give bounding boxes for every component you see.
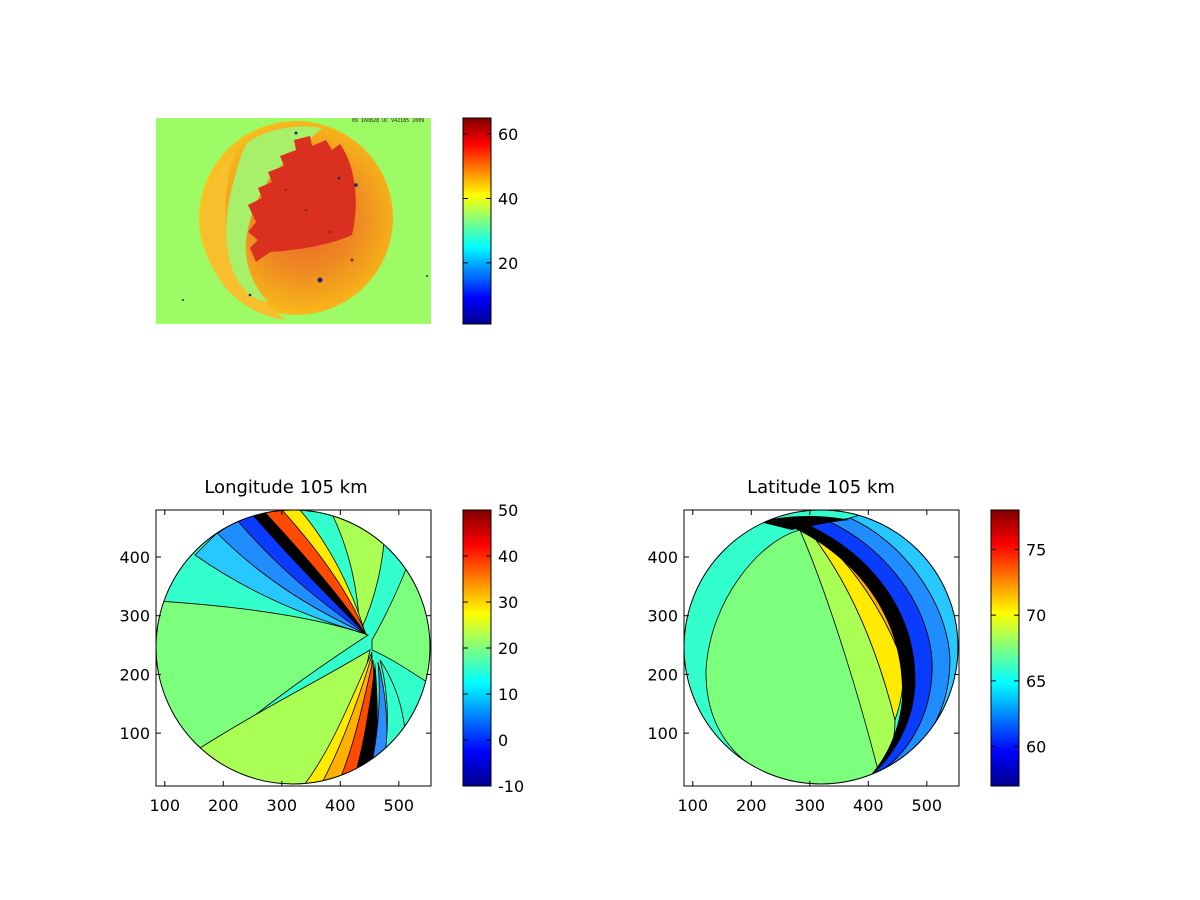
colorbar-image-ticks: 20 40 60 [463, 125, 518, 273]
colorbar-longitude-tick-label: 0 [498, 731, 508, 750]
longitude-xtick-label: 100 [150, 796, 181, 815]
latitude-xtick-label: 300 [795, 796, 826, 815]
latitude-xtick-label: 100 [678, 796, 709, 815]
latitude-ytick-label: 300 [647, 607, 678, 626]
longitude-xtick-label: 300 [267, 796, 298, 815]
latitude-ytick-label: 100 [647, 724, 678, 743]
colorbar-image-tick-label: 60 [498, 125, 518, 144]
longitude-axis-ticks: 100 200 300 400 500 100 200 300 400 [119, 510, 431, 815]
colorbar-image: 20 40 60 [462, 117, 518, 325]
latitude-ytick-label: 200 [647, 665, 678, 684]
longitude-xtick-label: 200 [208, 796, 239, 815]
longitude-xtick-label: 400 [325, 796, 356, 815]
colorbar-latitude-ticks: 60 65 70 75 [991, 540, 1046, 757]
image-header-text: 09 160828 UC V42185 2009 [352, 118, 424, 124]
colorbar-latitude-tick-label: 70 [1026, 606, 1046, 625]
longitude-ytick-label: 400 [119, 548, 150, 567]
latitude-xtick-label: 200 [736, 796, 767, 815]
latitude-ytick-label: 400 [647, 548, 678, 567]
colorbar-image-tick-label: 40 [498, 189, 518, 208]
latitude-axis-ticks: 100 200 300 400 500 100 200 300 400 [647, 510, 959, 815]
colorbar-longitude: -10 0 10 20 30 40 50 [462, 501, 524, 796]
colorbar-longitude-tick-label: 10 [498, 685, 518, 704]
colorbar-longitude-tick-label: 40 [498, 547, 518, 566]
panel-image: 09 160828 UC V42185 2009 [156, 118, 431, 324]
colorbar-latitude-tick-label: 75 [1026, 540, 1046, 559]
colorbar-latitude-tick-label: 60 [1026, 738, 1046, 757]
colorbar-latitude: 60 65 70 75 [990, 509, 1046, 787]
colorbar-longitude-tick-label: 20 [498, 639, 518, 658]
longitude-ytick-label: 200 [119, 665, 150, 684]
panel-latitude: Latitude 105 km 100 200 300 400 500 100 200 300… [647, 477, 960, 815]
longitude-xtick-label: 500 [384, 796, 415, 815]
longitude-ytick-label: 300 [119, 607, 150, 626]
longitude-contours [156, 510, 430, 784]
colorbar-longitude-tick-label: 50 [498, 501, 518, 520]
colorbar-longitude-tick-label: 30 [498, 593, 518, 612]
colorbar-latitude-tick-label: 65 [1026, 672, 1046, 691]
longitude-ytick-label: 100 [119, 724, 150, 743]
sky-image [156, 118, 431, 324]
panel-longitude: Longitude 105 km [119, 477, 432, 815]
latitude-xtick-label: 500 [912, 796, 943, 815]
latitude-title: Latitude 105 km [747, 477, 895, 498]
colorbar-longitude-tick-label: -10 [498, 777, 524, 796]
colorbar-image-tick-label: 20 [498, 254, 518, 273]
colorbar-longitude-ticks: -10 0 10 20 30 40 50 [463, 501, 524, 796]
latitude-xtick-label: 400 [853, 796, 884, 815]
longitude-title: Longitude 105 km [204, 477, 367, 498]
